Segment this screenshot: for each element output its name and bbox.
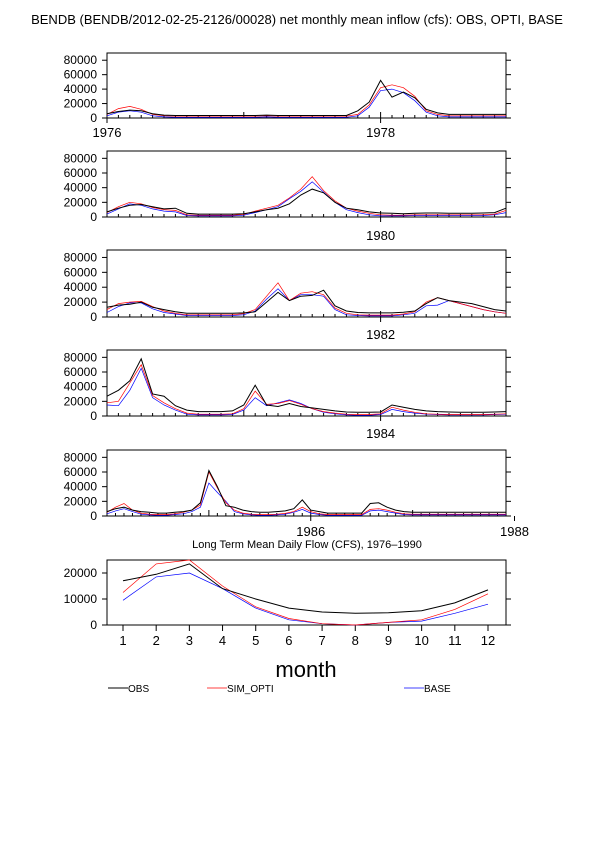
x-axis-label: month bbox=[275, 657, 336, 682]
year-label: 1988 bbox=[500, 524, 529, 539]
y-tick-label: 0 bbox=[90, 111, 97, 125]
y-tick-label: 60000 bbox=[64, 465, 98, 479]
chart-title: BENDB (BENDB/2012-02-25-2126/00028) net … bbox=[31, 12, 563, 27]
series-line-obs bbox=[106, 469, 506, 514]
year-label: 1980 bbox=[366, 228, 395, 243]
y-tick-label: 0 bbox=[90, 310, 97, 324]
y-tick-label: 80000 bbox=[64, 151, 98, 165]
plot-frame bbox=[106, 52, 507, 119]
y-tick-label: 0 bbox=[90, 210, 97, 224]
y-tick-label: 20000 bbox=[64, 566, 98, 580]
y-tick-label: 0 bbox=[90, 409, 97, 423]
x-tick-label: 3 bbox=[186, 633, 193, 648]
x-tick-label: 12 bbox=[481, 633, 495, 648]
series-line-base bbox=[106, 181, 507, 217]
series-line-base bbox=[106, 288, 507, 317]
year-label: 1984 bbox=[366, 426, 395, 441]
y-tick-label: 60000 bbox=[64, 68, 98, 82]
plot-frame bbox=[106, 249, 507, 318]
y-tick-label: 0 bbox=[90, 509, 97, 523]
x-tick-label: 5 bbox=[252, 633, 259, 648]
y-tick-label: 60000 bbox=[64, 265, 98, 279]
series-line-opti bbox=[106, 363, 507, 415]
year-label: 1976 bbox=[93, 125, 122, 140]
series-line-opti bbox=[122, 559, 489, 626]
plot-frame bbox=[106, 150, 507, 218]
y-tick-label: 40000 bbox=[64, 181, 98, 195]
series-line-base bbox=[106, 482, 506, 516]
y-tick-label: 80000 bbox=[64, 250, 98, 264]
legend-label-base: BASE bbox=[424, 684, 451, 695]
plot-frame bbox=[106, 559, 507, 626]
x-tick-label: 9 bbox=[385, 633, 392, 648]
series-line-obs bbox=[106, 188, 507, 215]
series-line-obs bbox=[122, 563, 489, 614]
y-tick-label: 40000 bbox=[64, 480, 98, 494]
y-tick-label: 0 bbox=[90, 618, 97, 632]
series-line-opti bbox=[106, 84, 506, 117]
x-tick-label: 8 bbox=[352, 633, 359, 648]
legend: OBS SIM_OPTI BASE bbox=[108, 684, 451, 695]
long-term-title: Long Term Mean Daily Flow (CFS), 1976–19… bbox=[192, 539, 422, 551]
y-tick-label: 80000 bbox=[64, 53, 98, 67]
y-tick-label: 60000 bbox=[64, 365, 98, 379]
year-label: 1978 bbox=[366, 125, 395, 140]
y-tick-label: 80000 bbox=[64, 450, 98, 464]
y-tick-label: 20000 bbox=[64, 295, 98, 309]
y-tick-label: 60000 bbox=[64, 166, 98, 180]
y-tick-label: 40000 bbox=[64, 380, 98, 394]
y-tick-label: 40000 bbox=[64, 280, 98, 294]
x-tick-label: 4 bbox=[219, 633, 226, 648]
y-tick-label: 40000 bbox=[64, 82, 98, 96]
plot-frame bbox=[106, 349, 507, 417]
series-line-opti bbox=[106, 176, 507, 216]
x-tick-label: 1 bbox=[119, 633, 126, 648]
y-tick-label: 20000 bbox=[64, 195, 98, 209]
series-line-obs bbox=[106, 79, 506, 116]
y-tick-label: 20000 bbox=[64, 97, 98, 111]
x-tick-label: 10 bbox=[414, 633, 428, 648]
x-tick-label: 7 bbox=[318, 633, 325, 648]
y-tick-label: 20000 bbox=[64, 494, 98, 508]
plot-frame bbox=[106, 449, 507, 517]
x-tick-label: 6 bbox=[285, 633, 292, 648]
series-line-opti bbox=[106, 471, 506, 515]
series-line-base bbox=[106, 367, 507, 416]
x-tick-label: 11 bbox=[448, 633, 462, 648]
legend-label-obs: OBS bbox=[128, 684, 149, 695]
series-line-base bbox=[106, 88, 506, 118]
long-term-mean: Long Term Mean Daily Flow (CFS), 1976–19… bbox=[64, 539, 511, 682]
year-label: 1982 bbox=[366, 327, 395, 342]
series-line-obs bbox=[106, 357, 507, 413]
series-line-obs bbox=[106, 289, 507, 314]
legend-label-opti: SIM_OPTI bbox=[227, 684, 274, 695]
year-label: 1986 bbox=[296, 524, 325, 539]
y-tick-label: 20000 bbox=[64, 394, 98, 408]
y-tick-label: 10000 bbox=[64, 592, 98, 606]
y-tick-label: 80000 bbox=[64, 350, 98, 364]
series-line-base bbox=[122, 572, 489, 626]
x-tick-label: 2 bbox=[153, 633, 160, 648]
